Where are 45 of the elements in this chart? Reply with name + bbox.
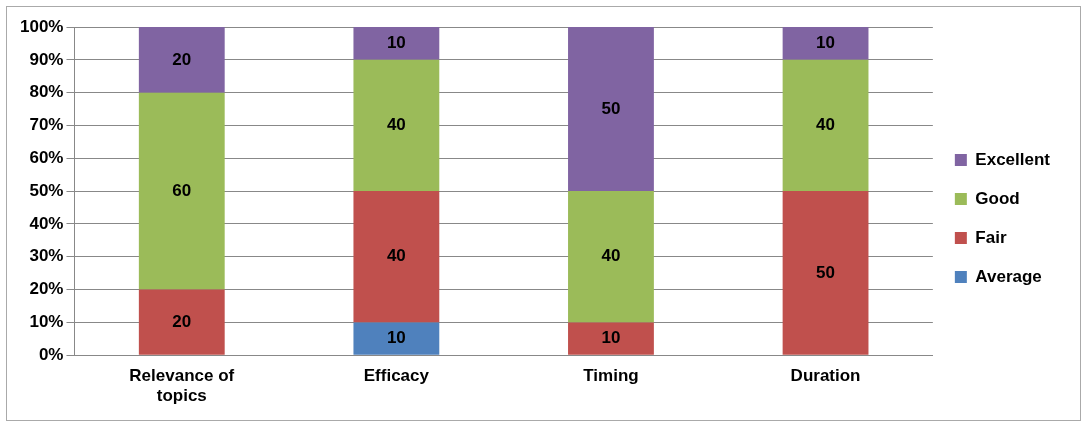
y-tick-label: 60% [29,147,64,167]
legend-label: Fair [975,227,1007,247]
legend-label: Average [975,266,1042,286]
bar [138,289,225,355]
data-label: 10 [386,33,406,53]
data-label: 50 [816,262,836,282]
data-label: 10 [601,328,621,348]
y-tick-label: 0% [38,344,64,364]
data-label: 10 [386,328,406,348]
x-tick-label: Relevance of topics [129,366,235,406]
y-tick-label: 80% [29,82,64,102]
y-tick-label: 40% [29,213,64,233]
y-tick-label: 10% [29,312,64,332]
bar [568,322,654,355]
bar [782,59,869,192]
bar [782,27,869,60]
bar [353,322,440,355]
data-label: 40 [601,246,621,266]
y-tick-label: 30% [29,246,64,266]
data-label: 20 [172,49,192,69]
bar [353,191,440,323]
y-tick-label: 20% [29,279,64,299]
data-label: 40 [386,246,406,266]
x-tick-label: Duration [790,366,861,386]
legend-label: Excellent [975,149,1051,169]
x-tick-label: Efficacy [363,366,430,386]
y-tick-label: 70% [29,115,64,135]
bar [138,92,225,290]
y-tick-label: 50% [29,180,64,200]
legend-label: Good [975,188,1020,208]
y-tick-label: 90% [29,49,64,69]
data-label: 10 [816,33,836,53]
bar [568,27,654,192]
data-label: 50 [601,98,621,118]
bar [782,191,869,355]
bar [353,59,440,192]
data-label: 20 [172,311,192,331]
data-label: 40 [386,115,406,135]
bar [568,191,654,323]
data-label: 40 [816,115,836,135]
bar [353,27,440,60]
bar [138,27,225,93]
data-label: 60 [172,180,192,200]
y-tick-label: 100% [20,16,64,36]
x-tick-label: Timing [583,366,639,386]
